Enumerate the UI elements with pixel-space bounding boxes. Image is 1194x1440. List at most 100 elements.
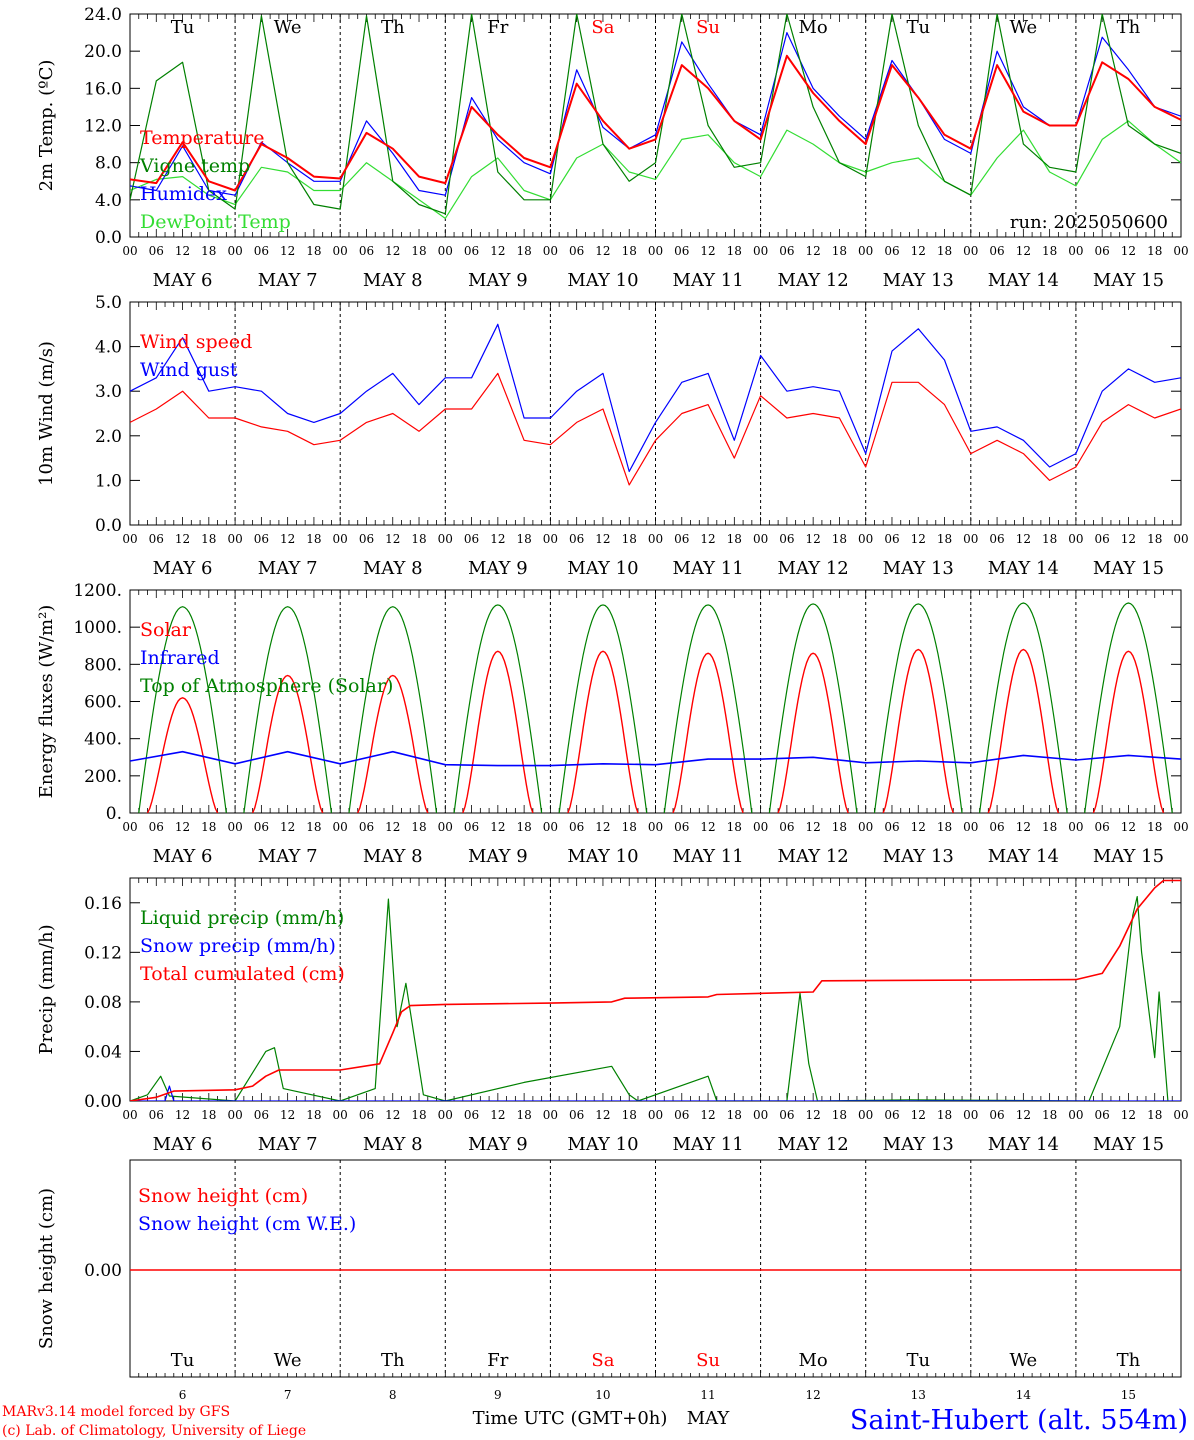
hour-tick-label: 00: [648, 532, 663, 546]
hour-tick-label: 12: [1016, 532, 1031, 546]
toa-solar-curve: [138, 606, 227, 813]
hour-tick-label: 12: [911, 820, 926, 834]
hour-tick-label: 00: [753, 532, 768, 546]
hour-tick-label: 12: [700, 244, 715, 258]
day-number-label: 9: [494, 1388, 502, 1402]
hour-tick-label: 06: [674, 1108, 689, 1122]
hour-tick-label: 06: [779, 1108, 794, 1122]
y-tick-label: 0.00: [84, 1261, 122, 1281]
date-label: MAY 11: [672, 846, 743, 867]
hour-tick-label: 00: [122, 532, 137, 546]
date-label: MAY 11: [672, 1134, 743, 1155]
hour-tick-label: 00: [543, 1108, 558, 1122]
hour-tick-label: 00: [227, 1108, 242, 1122]
legend-snow-precip-mm-h: Snow precip (mm/h): [140, 935, 336, 957]
series-line-wind-speed: [130, 372, 1181, 486]
hour-tick-label: 06: [1095, 532, 1110, 546]
day-number-label: 11: [700, 1388, 715, 1402]
hour-tick-label: 12: [700, 532, 715, 546]
y-tick-label: 400.: [84, 730, 122, 750]
date-label: MAY 15: [1093, 558, 1164, 579]
date-label: MAY 15: [1093, 846, 1164, 867]
solar-curve: [1092, 650, 1165, 813]
hour-tick-label: 00: [438, 532, 453, 546]
hour-tick-label: 18: [201, 1108, 216, 1122]
toa-solar-curve: [243, 606, 332, 813]
hour-tick-label: 06: [779, 820, 794, 834]
date-label: MAY 9: [468, 1134, 528, 1155]
hour-tick-label: 12: [911, 532, 926, 546]
date-label: MAY 6: [153, 1134, 213, 1155]
hour-tick-label: 00: [543, 820, 558, 834]
date-label: MAY 15: [1093, 270, 1164, 291]
hour-tick-label: 18: [727, 1108, 742, 1122]
plot-frame: [129, 589, 1182, 814]
hour-tick-label: 00: [122, 1108, 137, 1122]
hour-tick-label: 06: [884, 1108, 899, 1122]
hour-tick-label: 00: [963, 244, 978, 258]
hour-tick-label: 12: [911, 1108, 926, 1122]
solar-curve: [987, 648, 1060, 813]
date-label: MAY 7: [258, 558, 318, 579]
y-tick-label: 0.12: [84, 943, 122, 963]
date-label: MAY 8: [363, 558, 423, 579]
y-tick-label: 0.04: [84, 1042, 122, 1062]
hour-tick-label: 18: [411, 820, 426, 834]
hour-tick-label: 00: [963, 532, 978, 546]
hour-tick-label: 00: [753, 244, 768, 258]
hour-tick-label: 12: [385, 244, 400, 258]
solar-curve: [777, 652, 849, 813]
hour-tick-label: 00: [963, 820, 978, 834]
date-label: MAY 7: [258, 846, 318, 867]
solar-curve: [567, 650, 639, 813]
y-tick-label: 12.0: [84, 117, 122, 137]
weekday-label: We: [1010, 1350, 1038, 1371]
y-tick-label: 2.0: [95, 427, 122, 447]
y-axis-label: Energy fluxes (W/m²): [36, 605, 57, 799]
day-number-label: 7: [284, 1388, 292, 1402]
hour-tick-label: 12: [490, 244, 505, 258]
hour-tick-label: 00: [333, 1108, 348, 1122]
hour-tick-label: 00: [1068, 532, 1083, 546]
hour-tick-label: 18: [832, 532, 847, 546]
date-label: MAY 8: [363, 270, 423, 291]
hour-tick-label: 06: [884, 244, 899, 258]
date-label: MAY 14: [988, 270, 1059, 291]
y-tick-label: 0.00: [84, 1092, 122, 1112]
hour-tick-label: 12: [385, 820, 400, 834]
hour-tick-label: 00: [1068, 820, 1083, 834]
date-label: MAY 13: [883, 846, 954, 867]
hour-tick-label: 12: [280, 1108, 295, 1122]
hour-tick-label: 00: [753, 1108, 768, 1122]
hour-tick-label: 18: [937, 1108, 952, 1122]
credit-line-2: (c) Lab. of Climatology, University of L…: [2, 1423, 306, 1439]
hour-tick-label: 00: [858, 820, 873, 834]
day-number-label: 8: [389, 1388, 397, 1402]
hour-tick-label: 00: [1173, 532, 1188, 546]
toa-solar-curve: [558, 604, 648, 813]
hour-tick-label: 18: [306, 820, 321, 834]
solar-curve: [882, 648, 954, 813]
hour-tick-label: 18: [306, 244, 321, 258]
hour-tick-label: 12: [700, 820, 715, 834]
legend-top-of-atmosphere-solar: Top of Atmosphere (Solar): [140, 675, 393, 697]
hour-tick-label: 06: [569, 244, 584, 258]
series-line-total-cumulated-cm: [130, 879, 1181, 1101]
hour-tick-label: 06: [989, 244, 1004, 258]
toa-solar-curve: [873, 603, 963, 813]
solar-curve: [672, 652, 744, 813]
y-tick-label: 0.0: [95, 228, 122, 248]
hour-tick-label: 00: [1173, 820, 1188, 834]
station-label: Saint-Hubert (alt. 554m): [850, 1405, 1188, 1436]
y-tick-label: 0.08: [84, 993, 122, 1013]
hour-tick-label: 18: [1147, 244, 1162, 258]
hour-tick-label: 00: [963, 1108, 978, 1122]
y-axis-label: 2m Temp. (ºC): [36, 60, 57, 192]
day-number-label: 14: [1016, 1388, 1032, 1402]
y-tick-label: 4.0: [95, 191, 122, 211]
run-label: run: 2025050600: [1010, 212, 1168, 233]
date-label: MAY 12: [778, 270, 849, 291]
hour-tick-label: 00: [1068, 1108, 1083, 1122]
hour-tick-label: 12: [1121, 532, 1136, 546]
hour-tick-label: 06: [254, 244, 269, 258]
